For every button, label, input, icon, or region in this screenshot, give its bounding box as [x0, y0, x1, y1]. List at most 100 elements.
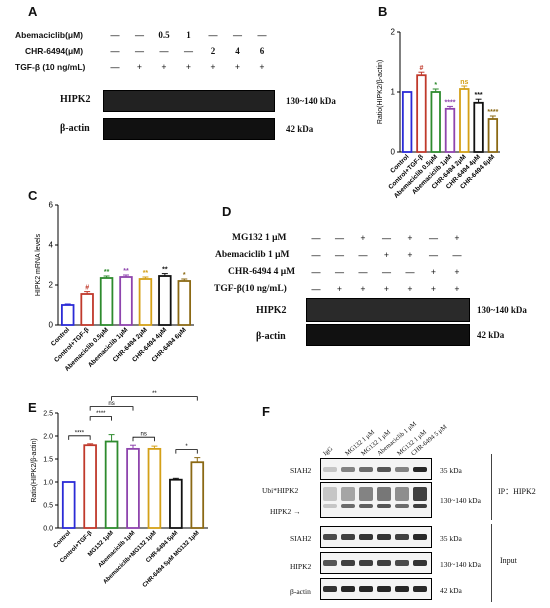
band	[359, 487, 373, 501]
band	[395, 467, 409, 472]
grid-cell: 0.5	[158, 30, 170, 40]
grid-cell: —	[159, 46, 169, 56]
grid-cell: —	[110, 30, 120, 40]
panel-label-a: A	[28, 4, 38, 19]
western-blot-siah2-ip	[320, 458, 432, 480]
bracket-label: ****	[75, 430, 85, 436]
grid-cell: +	[407, 284, 413, 294]
grid-cell: —	[233, 30, 242, 40]
bracket-label: *	[185, 444, 188, 450]
blot-label-siah2-input: SIAH2	[290, 534, 312, 543]
band	[323, 560, 337, 566]
y-tick-label: 0	[391, 148, 396, 157]
grid-cell: —	[358, 267, 368, 277]
panel-label-c: C	[28, 188, 38, 203]
grid-cell: —	[184, 46, 193, 56]
panel-label-d: D	[222, 204, 232, 219]
band	[395, 487, 409, 501]
band	[323, 504, 337, 508]
band-label-beta-actin-d: β-actin	[256, 331, 286, 342]
band	[377, 586, 391, 592]
panel-label-e: E	[28, 400, 37, 415]
grid-cell: +	[336, 284, 343, 294]
grid-cell: —	[382, 233, 391, 243]
significance-bracket	[89, 416, 112, 421]
significance-label: ****	[487, 109, 498, 116]
band	[341, 487, 355, 501]
grid-cell: +	[185, 62, 192, 72]
grid-cell: +	[136, 62, 143, 72]
grid-cell: 4	[235, 46, 240, 56]
significance-label: **	[162, 267, 168, 274]
kda-label-hipk2-d: 130~140 kDa	[477, 305, 527, 315]
band	[413, 560, 427, 566]
western-blot-actin-input	[320, 578, 432, 600]
band	[359, 534, 373, 540]
grid-cell: —	[311, 284, 321, 294]
bar	[401, 91, 413, 153]
y-tick-label: 2.0	[43, 434, 53, 441]
grid-cell: 1	[186, 30, 191, 40]
row-label-tgfb-d: TGF-β(10 ng/mL)	[214, 284, 287, 294]
kda-label-actin-a: 42 kDa	[286, 124, 314, 134]
western-blot-actin-d	[306, 324, 470, 346]
kda-label-siah2-ip: 35 kDa	[440, 466, 462, 475]
y-axis-label: Ratio(HIPK2/β-actin)	[31, 438, 38, 502]
band	[377, 560, 391, 566]
band	[341, 560, 355, 566]
grid-cell: +	[383, 284, 390, 294]
grid-cell: —	[429, 250, 438, 260]
band	[413, 487, 427, 501]
kda-label-siah2-input: 35 kDa	[440, 534, 462, 543]
kda-label-actin-d: 42 kDa	[477, 330, 505, 340]
y-tick-label: 2	[49, 281, 54, 290]
band	[413, 534, 427, 540]
band	[323, 534, 337, 540]
grid-cell: +	[454, 233, 460, 243]
kda-label-hipk2-a: 130~140 kDa	[286, 96, 336, 106]
significance-label: **	[104, 269, 110, 276]
row-label-abemaciclib-d: Abemaciclib 1 μM	[215, 250, 290, 260]
significance-label: #	[419, 65, 423, 72]
band	[359, 586, 373, 592]
panel-label-b: B	[378, 4, 388, 19]
band	[323, 586, 337, 592]
band	[413, 504, 427, 508]
grid-cell: —	[382, 267, 391, 277]
western-blot-hipk2-input	[320, 552, 432, 574]
band	[341, 534, 355, 540]
y-tick-label: 0	[49, 321, 54, 330]
grid-cell: 2	[210, 46, 216, 56]
band-label-beta-actin: β-actin	[60, 123, 90, 134]
grid-cell: —	[135, 46, 144, 56]
significance-label: *	[183, 272, 186, 279]
blot-label-hipk2-ip: HIPK2 →	[270, 507, 301, 516]
band	[377, 504, 391, 508]
y-axis-label: HIPK2 mRNA levels	[35, 233, 42, 296]
bracket-label: ****	[96, 411, 106, 417]
significance-bracket	[111, 396, 198, 401]
band	[359, 504, 373, 508]
band	[395, 504, 409, 508]
grid-cell: —	[429, 233, 438, 243]
grid-cell: +	[407, 233, 413, 243]
y-tick-label: 0.0	[43, 526, 53, 533]
grid-cell: +	[360, 233, 366, 243]
input-group-divider	[491, 524, 492, 602]
band	[413, 586, 427, 592]
significance-label: ***	[474, 92, 482, 99]
grid-cell: +	[430, 284, 437, 294]
significance-bracket	[68, 435, 91, 440]
band	[323, 487, 337, 501]
grid-cell: +	[454, 284, 460, 294]
grid-cell: —	[257, 30, 267, 40]
significance-label: **	[143, 270, 149, 277]
bracket-label: **	[152, 391, 157, 397]
y-tick-label: 2.5	[43, 411, 53, 418]
western-blot-hipk2-d	[306, 298, 470, 322]
grid-cell: —	[208, 30, 218, 40]
western-blot-hipk2-a	[103, 90, 275, 112]
grid-cell: —	[452, 250, 462, 260]
band	[395, 586, 409, 592]
